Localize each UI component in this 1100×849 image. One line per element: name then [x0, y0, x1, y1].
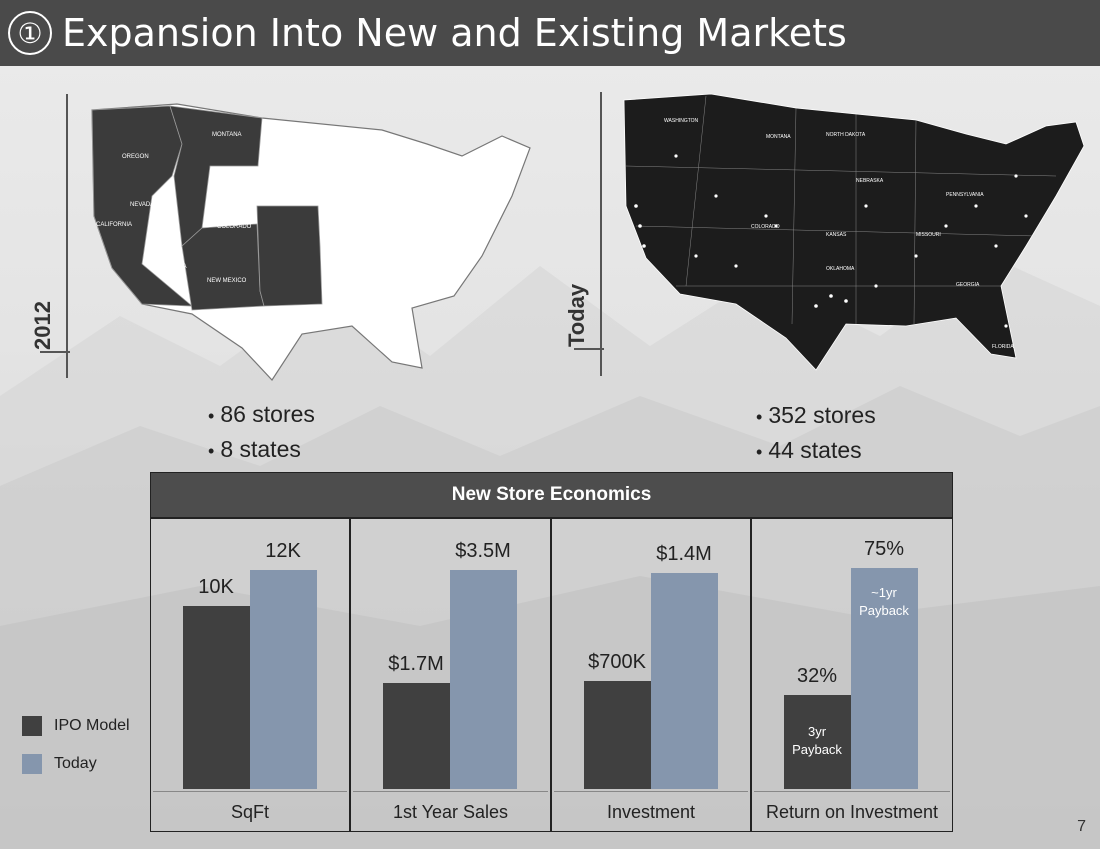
- svg-text:NORTH DAKOTA: NORTH DAKOTA: [826, 132, 866, 138]
- bar-today-1: [450, 570, 517, 789]
- svg-text:GEORGIA: GEORGIA: [956, 282, 980, 288]
- svg-text:ARIZONA: ARIZONA: [160, 264, 187, 270]
- svg-text:NEVADA: NEVADA: [130, 202, 154, 208]
- category-label-0: SqFt: [230, 801, 269, 822]
- svg-text:WASHINGTON: WASHINGTON: [664, 118, 699, 124]
- category-label-2: Investment: [606, 801, 696, 822]
- svg-text:KANSAS: KANSAS: [826, 232, 847, 238]
- chart-panel-1: $1.7M $3.5M 1st Year Sales: [350, 518, 551, 832]
- panel-baseline: [554, 791, 748, 792]
- chart-legend: IPO Model Today: [22, 716, 130, 792]
- svg-text:CALIFORNIA: CALIFORNIA: [96, 222, 132, 228]
- bar-ipo-3: [784, 695, 851, 789]
- bullet-item: • 352 stores: [756, 402, 876, 428]
- map-2012-axis-line: [66, 94, 68, 378]
- svg-text:COLORADO: COLORADO: [751, 224, 780, 230]
- bullet-item: • 86 stores: [208, 401, 315, 427]
- legend-swatch-ipo: [22, 716, 42, 736]
- svg-text:MONTANA: MONTANA: [766, 134, 791, 140]
- page-number: 7: [1077, 818, 1086, 835]
- legend-label-today: Today: [54, 755, 97, 772]
- category-label-1: 1st Year Sales: [392, 801, 509, 822]
- map-2012-label: 2012: [30, 301, 55, 350]
- map-2012-tick: [40, 351, 70, 353]
- title-number-badge: ①: [8, 11, 52, 55]
- data-label-ipo-1: $1.7M: [388, 653, 444, 675]
- bar-today-2: [651, 573, 718, 789]
- chart-panel-0: 10K 12K SqFt: [150, 518, 350, 832]
- slide-title-bar: ① Expansion Into New and Existing Market…: [0, 0, 1100, 66]
- data-label-ipo-3: 32%: [796, 665, 838, 687]
- svg-text:MONTANA: MONTANA: [212, 132, 242, 138]
- legend-swatch-today: [22, 754, 42, 774]
- legend-item-ipo: IPO Model: [22, 716, 130, 736]
- data-label-ipo-0: 10K: [198, 576, 234, 598]
- map-today-axis-line: [600, 92, 602, 376]
- svg-text:MISSOURI: MISSOURI: [916, 232, 941, 238]
- svg-text:WYOMING: WYOMING: [212, 182, 242, 188]
- bar-today-3: [851, 568, 918, 789]
- data-label-today-2: $1.4M: [656, 543, 712, 565]
- legend-label-ipo: IPO Model: [54, 717, 130, 734]
- svg-text:COLORADO: COLORADO: [217, 224, 252, 230]
- legend-item-today: Today: [22, 754, 130, 774]
- bullet-item: • 8 states: [208, 436, 301, 462]
- category-label-3: Return on Investment: [765, 801, 939, 822]
- data-label-today-3: 75%: [863, 538, 905, 560]
- us-map-2012: OREGON MONTANA WYOMING NEVADA CALIFORNIA…: [82, 96, 537, 396]
- bar-ipo-1: [383, 683, 450, 789]
- chart-panel-3: 32% 3yr Payback 75% ~1yr Payback Return on Inv…: [751, 518, 953, 832]
- panel-baseline: [754, 791, 950, 792]
- bullet-item: • 44 states: [756, 437, 862, 463]
- data-label-today-0: 12K: [265, 540, 301, 562]
- svg-text:OKLAHOMA: OKLAHOMA: [826, 266, 855, 272]
- map-2012-bullets: • 86 stores • 8 states: [208, 398, 315, 468]
- map-today-bullets: • 352 stores • 44 states: [756, 399, 876, 469]
- us-map-today: WASHINGTON MONTANA NORTH DAKOTA NEBRASKA…: [616, 86, 1086, 384]
- data-label-ipo-2: $700K: [588, 651, 646, 673]
- bar-ipo-2: [584, 681, 651, 789]
- panel-baseline: [153, 791, 347, 792]
- svg-text:OREGON: OREGON: [122, 154, 149, 160]
- bar-ipo-0: [183, 606, 250, 789]
- map-today-tick: [574, 348, 604, 350]
- svg-text:NEW MEXICO: NEW MEXICO: [207, 278, 247, 284]
- bar-today-0: [250, 570, 317, 789]
- chart-panel-2: $700K $1.4M Investment: [551, 518, 751, 832]
- bar-annotation-ipo: 3yr Payback: [792, 724, 842, 757]
- panel-baseline: [353, 791, 548, 792]
- svg-text:PENNSYLVANIA: PENNSYLVANIA: [946, 192, 984, 198]
- svg-text:NEBRASKA: NEBRASKA: [856, 178, 884, 184]
- slide-title: Expansion Into New and Existing Markets: [62, 11, 847, 55]
- bar-annotation-today: ~1yr Payback: [859, 585, 909, 618]
- chart-title: New Store Economics: [150, 472, 953, 518]
- data-label-today-1: $3.5M: [455, 540, 511, 562]
- map-today-label: Today: [564, 283, 589, 347]
- svg-text:FLORIDA: FLORIDA: [992, 344, 1014, 350]
